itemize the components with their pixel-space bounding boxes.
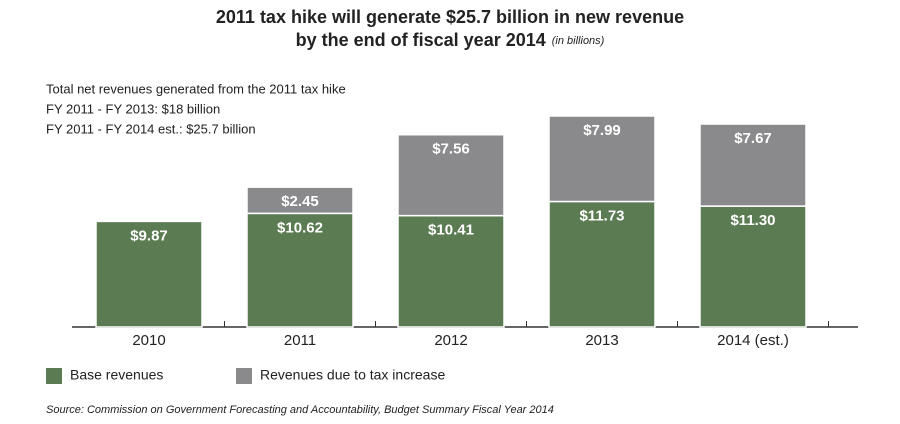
value-label: $10.62 (277, 219, 323, 236)
x-tick-label: 2013 (585, 332, 618, 349)
chart-title: 2011 tax hike will generate $25.7 billio… (216, 7, 684, 27)
source: Source: Commission on Government Forecas… (46, 404, 554, 416)
x-tick-label: 2011 (284, 332, 316, 349)
value-label: $7.99 (583, 122, 621, 139)
annotation: FY 2011 - FY 2014 est.: $25.7 billion (46, 121, 256, 136)
value-label: $7.56 (432, 141, 470, 158)
value-label: $9.87 (130, 227, 168, 244)
bar-segment (548, 115, 656, 203)
legend-swatch (236, 368, 252, 384)
x-tick-label: 2010 (132, 332, 165, 349)
legend-label: Revenues due to tax increase (260, 367, 445, 383)
unit-note: (in billions) (552, 35, 605, 47)
bar-segment (397, 133, 505, 217)
bar-segment (699, 205, 807, 328)
value-label: $2.45 (281, 193, 319, 210)
annotation: Total net revenues generated from the 20… (46, 81, 346, 96)
value-label: $7.67 (734, 130, 772, 147)
legend-swatch (46, 368, 62, 384)
chart-subtitle-line: by the end of fiscal year 2014 (in billio… (296, 30, 605, 50)
value-label: $11.73 (579, 207, 624, 224)
bar-segment (246, 186, 354, 215)
legend-label: Base revenues (70, 367, 163, 383)
annotation: FY 2011 - FY 2013: $18 billion (46, 101, 220, 116)
bar-segment (397, 214, 505, 328)
x-tick-label: 2014 (est.) (717, 332, 789, 349)
bar-segment (699, 123, 807, 207)
x-tick-label: 2012 (434, 332, 467, 349)
value-label: $10.41 (428, 222, 474, 239)
chart-subtitle: by the end of fiscal year 2014 (296, 30, 546, 50)
bar-segment (95, 220, 203, 328)
value-label: $11.30 (730, 212, 775, 229)
